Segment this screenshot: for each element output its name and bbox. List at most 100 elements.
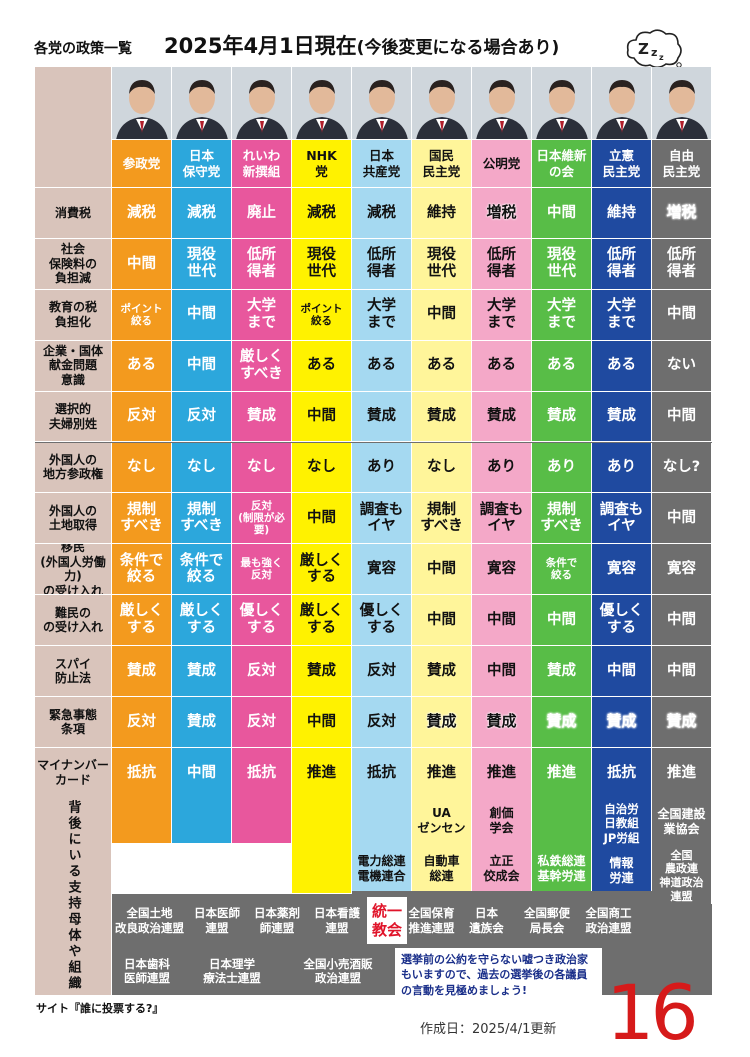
policy-cell: 賛成 xyxy=(472,391,532,443)
support-column xyxy=(532,796,592,849)
policy-cell: 減税 xyxy=(172,188,232,239)
policy-cell: 厳しく する xyxy=(292,595,352,647)
policy-cell: 現役 世代 xyxy=(412,238,472,290)
party-header: 日本 保守党 xyxy=(172,140,232,188)
policy-cell: 賛成 xyxy=(352,391,412,443)
support-blank xyxy=(112,844,292,894)
policy-cell: 厳しく する xyxy=(292,544,352,596)
support-label: 背後にいる支持母体や組織 xyxy=(35,796,112,995)
policy-cell: 賛成 xyxy=(592,391,652,443)
policy-label: 消費税 xyxy=(35,188,112,239)
leader-photo xyxy=(232,67,292,140)
policy-label: 外国人の 地方参政権 xyxy=(35,442,112,494)
svg-text:Z: Z xyxy=(638,40,649,58)
policy-cell: 低所 得者 xyxy=(472,238,532,290)
corner-cell xyxy=(35,67,112,188)
policy-cell: 中間 xyxy=(652,646,712,697)
support-org: 全国 農政連 神道政治 連盟 xyxy=(652,848,712,904)
policy-cell: 推進 xyxy=(412,747,472,799)
policy-cell: 大学 まで xyxy=(592,289,652,341)
policy-label: 教育の税 負担化 xyxy=(35,289,112,341)
policy-cell: 低所 得者 xyxy=(592,238,652,290)
ldp-org: 日本医師 連盟 xyxy=(194,906,240,935)
policy-cell: 賛成 xyxy=(112,646,172,697)
support-label-text: 背後にいる支持母体や組織 xyxy=(65,799,81,992)
policy-label: 企業・国体 献金問題 意識 xyxy=(35,340,112,392)
policy-cell: なし? xyxy=(652,442,712,494)
policy-cell: 条件で 絞る xyxy=(172,544,232,596)
policy-cell: 賛成 xyxy=(532,646,592,697)
party-header: れいわ 新撰組 xyxy=(232,140,292,188)
party-header: 公明党 xyxy=(472,140,532,188)
policy-cell: 賛成 xyxy=(292,646,352,697)
leader-photo xyxy=(352,67,412,140)
policy-cell: 賛成 xyxy=(232,391,292,443)
site-credit: サイト『誰に投票する?』 xyxy=(36,1002,164,1015)
policy-cell: 減税 xyxy=(292,188,352,239)
party-header: 立憲 民主党 xyxy=(592,140,652,188)
support-org: 立正 佼成会 xyxy=(472,846,532,891)
support-org: 全国建設 業協会 xyxy=(652,796,712,848)
policy-cell: 減税 xyxy=(352,188,412,239)
policy-label: 移民 (外国人労働力) の受け入れ xyxy=(35,544,112,596)
policy-cell: 賛成 xyxy=(172,697,232,748)
policy-cell: 低所 得者 xyxy=(352,238,412,290)
policy-cell: ある xyxy=(292,340,352,392)
ldp-org: 日本看護 連盟 xyxy=(314,906,360,935)
policy-cell: あり xyxy=(592,442,652,494)
policy-cell: 反対 xyxy=(112,697,172,748)
policy-cell: 賛成 xyxy=(592,697,652,748)
policy-cell: 規制 すべき xyxy=(112,493,172,545)
support-org: 創価 学会 xyxy=(472,796,532,846)
party-header: 自由 民主党 xyxy=(652,140,712,188)
policy-cell: 規制 すべき xyxy=(532,493,592,545)
party-header: 日本 共産党 xyxy=(352,140,412,188)
policy-cell: 賛成 xyxy=(412,391,472,443)
policy-cell: あり xyxy=(472,442,532,494)
policy-cell: 中間 xyxy=(472,595,532,647)
policy-cell: 賛成 xyxy=(472,697,532,748)
ldp-org: 全国商工 政治連盟 xyxy=(585,906,632,935)
policy-cell: 中間 xyxy=(412,595,472,647)
policy-cell: 中間 xyxy=(532,188,592,239)
ldp-org: 全国保育 推進連盟 xyxy=(408,906,455,935)
policy-cell: 厳しく する xyxy=(172,595,232,647)
policy-cell: 中間 xyxy=(652,595,712,647)
party-header: 参政党 xyxy=(112,140,172,188)
support-column xyxy=(112,796,172,844)
policy-cell: 維持 xyxy=(592,188,652,239)
policy-cell: 優しく する xyxy=(352,595,412,647)
ldp-org: 統一 教会 xyxy=(367,897,407,944)
policy-cell: 大学 まで xyxy=(352,289,412,341)
policy-cell: ある xyxy=(592,340,652,392)
policy-cell: 中間 xyxy=(592,646,652,697)
policy-cell: あり xyxy=(352,442,412,494)
policy-label: 難民の の受け入れ xyxy=(35,595,112,647)
policy-cell: 調査も イヤ xyxy=(352,493,412,545)
policy-cell: 賛成 xyxy=(652,697,712,748)
policy-cell: 中間 xyxy=(652,493,712,545)
title-date: 2025年4月1日現在 xyxy=(164,34,357,58)
policy-label: 外国人の 土地取得 xyxy=(35,493,112,545)
leader-photo xyxy=(592,67,652,140)
policy-cell: 増税 xyxy=(472,188,532,239)
policy-cell: ある xyxy=(112,340,172,392)
leader-photo xyxy=(172,67,232,140)
support-org: 自動車 総連 xyxy=(412,846,472,891)
svg-text:z: z xyxy=(651,46,657,59)
policy-cell: 反対 xyxy=(172,391,232,443)
party-header: 日本維新 の会 xyxy=(532,140,592,188)
policy-cell: 条件で 絞る xyxy=(532,544,592,596)
policy-cell: ある xyxy=(472,340,532,392)
ldp-org: 日本薬剤 師連盟 xyxy=(254,906,300,935)
support-column xyxy=(232,796,292,844)
sleep-bubble-icon: Z z z xyxy=(626,29,682,69)
policy-cell: 反対 xyxy=(352,646,412,697)
policy-cell: ポイント 絞る xyxy=(112,289,172,341)
policy-cell: 中間 xyxy=(412,289,472,341)
policy-label: マイナンバー カード xyxy=(35,747,112,799)
policy-cell: 推進 xyxy=(292,747,352,799)
policy-cell: 中間 xyxy=(172,340,232,392)
created-date: 作成日：2025/4/1更新 xyxy=(420,1022,557,1037)
leader-photo xyxy=(532,67,592,140)
